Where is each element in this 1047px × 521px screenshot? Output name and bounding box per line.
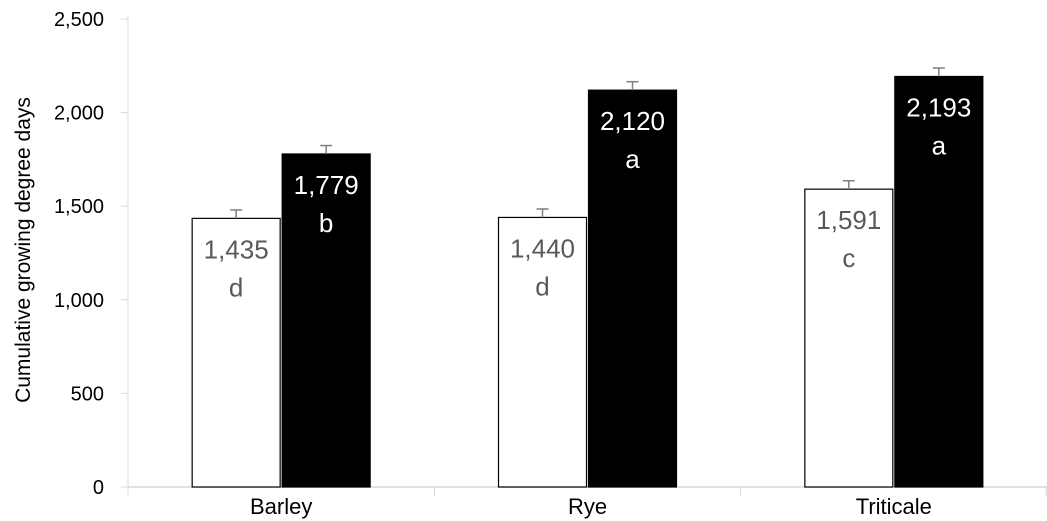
- x-tick-label: Triticale: [856, 494, 932, 519]
- data-label: 1,591: [816, 205, 881, 235]
- data-label: 2,120: [600, 106, 665, 136]
- y-axis: 0 500 1,000 1,500 2,000 2,500: [54, 9, 129, 499]
- significance-letter: d: [229, 272, 243, 302]
- y-axis-title: Cumulative growing degree days: [12, 97, 35, 403]
- bar: [804, 188, 894, 488]
- significance-letter: a: [932, 130, 947, 160]
- y-tick-label: 500: [71, 383, 104, 405]
- bar: [587, 89, 678, 488]
- significance-letter: c: [842, 243, 855, 273]
- bar: [894, 75, 984, 488]
- significance-letter: b: [319, 208, 333, 238]
- y-tick-label: 0: [93, 477, 104, 499]
- bars: [191, 67, 984, 488]
- y-tick-label: 1,000: [54, 290, 104, 312]
- significance-letter: a: [625, 144, 640, 174]
- x-axis: Barley Rye Triticale: [127, 486, 1047, 519]
- x-tick-label: Barley: [250, 494, 312, 519]
- bar: [497, 216, 588, 488]
- bar: [191, 217, 281, 488]
- x-tick-label: Rye: [568, 494, 607, 519]
- data-label: 1,440: [510, 233, 575, 263]
- y-tick-label: 2,000: [54, 103, 104, 125]
- data-label: 2,193: [906, 92, 971, 122]
- significance-letter: d: [535, 271, 549, 301]
- y-tick-label: 2,500: [54, 9, 104, 31]
- y-tick-label: 1,500: [54, 196, 104, 218]
- bar: [281, 153, 371, 488]
- bar-labels: 1,435 d 1,440 d 1,591 c 1,779 b 2,120 a 2,193 a: [204, 92, 972, 302]
- data-label: 1,779: [294, 170, 359, 200]
- data-label: 1,435: [204, 234, 269, 264]
